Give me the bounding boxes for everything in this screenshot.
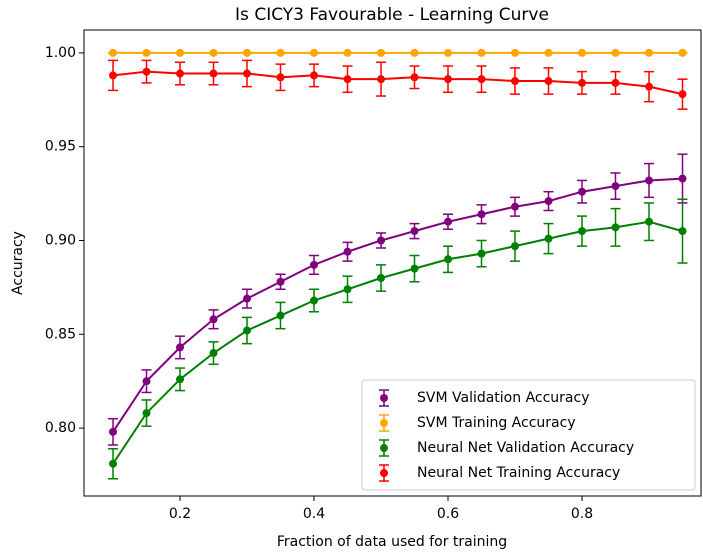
point	[276, 48, 285, 57]
point	[377, 75, 386, 84]
legend-swatch	[380, 444, 388, 452]
point	[578, 78, 587, 87]
point	[276, 277, 285, 286]
point	[511, 77, 520, 86]
x-tick-label: 0.6	[437, 506, 459, 522]
point	[544, 197, 553, 206]
y-tick-label: 0.80	[45, 420, 76, 436]
point	[678, 90, 687, 99]
x-tick-label: 0.2	[169, 506, 191, 522]
point	[444, 48, 453, 57]
point	[410, 73, 419, 82]
x-axis-label: Fraction of data used for training	[277, 534, 507, 550]
point	[544, 48, 553, 57]
y-tick-label: 0.90	[45, 232, 76, 248]
point	[343, 247, 352, 256]
point	[343, 75, 352, 84]
point	[176, 48, 185, 57]
point	[678, 174, 687, 183]
point	[511, 242, 520, 251]
point	[377, 236, 386, 245]
point	[611, 182, 620, 191]
point	[444, 255, 453, 264]
point	[410, 264, 419, 273]
y-tick-label: 1.00	[45, 45, 76, 61]
point	[578, 227, 587, 236]
point	[343, 285, 352, 294]
point	[243, 294, 252, 303]
series-line	[112, 220, 683, 465]
point	[310, 260, 319, 269]
point	[611, 223, 620, 232]
point	[645, 176, 654, 185]
legend-swatch	[380, 469, 388, 477]
point	[142, 377, 151, 386]
point	[343, 48, 352, 57]
chart-title: Is CICY3 Favourable - Learning Curve	[235, 5, 549, 25]
point	[645, 82, 654, 91]
point	[477, 249, 486, 258]
point	[209, 315, 218, 324]
point	[310, 71, 319, 80]
y-tick-label: 0.95	[45, 139, 76, 155]
point	[444, 75, 453, 84]
x-tick-label: 0.8	[571, 506, 593, 522]
point	[544, 234, 553, 243]
point	[276, 311, 285, 320]
x-tick-label: 0.4	[303, 506, 325, 522]
point	[209, 69, 218, 78]
legend-label: Neural Net Validation Accuracy	[417, 440, 634, 456]
point	[109, 71, 118, 80]
point	[377, 48, 386, 57]
legend-box	[361, 379, 696, 491]
point	[109, 427, 118, 436]
point	[176, 69, 185, 78]
series-line	[112, 70, 683, 96]
point	[109, 459, 118, 468]
point	[310, 296, 319, 305]
point	[678, 227, 687, 236]
point	[477, 75, 486, 84]
point	[645, 48, 654, 57]
point	[645, 217, 654, 226]
y-tick-label: 0.85	[45, 326, 76, 342]
y-axis-label: Accuracy	[10, 231, 26, 295]
legend-label: SVM Validation Accuracy	[417, 390, 590, 406]
point	[444, 217, 453, 226]
point	[209, 349, 218, 358]
point	[611, 48, 620, 57]
plot-frame	[83, 29, 702, 497]
point	[678, 48, 687, 57]
point	[209, 48, 218, 57]
point	[410, 227, 419, 236]
point	[176, 375, 185, 384]
legend-swatch	[380, 394, 388, 402]
point	[276, 73, 285, 82]
point	[142, 409, 151, 418]
legend-swatch	[380, 419, 388, 427]
point	[578, 48, 587, 57]
legend-label: Neural Net Training Accuracy	[417, 465, 620, 481]
point	[578, 187, 587, 196]
point	[477, 210, 486, 219]
point	[511, 202, 520, 211]
point	[142, 67, 151, 76]
point	[243, 48, 252, 57]
point	[142, 48, 151, 57]
point	[243, 326, 252, 335]
point	[477, 48, 486, 57]
point	[410, 48, 419, 57]
point	[544, 77, 553, 86]
point	[109, 48, 118, 57]
point	[310, 48, 319, 57]
point	[176, 343, 185, 352]
point	[511, 48, 520, 57]
legend-label: SVM Training Accuracy	[417, 415, 576, 431]
point	[243, 69, 252, 78]
point	[611, 78, 620, 87]
series-line	[112, 177, 683, 433]
point	[377, 274, 386, 283]
